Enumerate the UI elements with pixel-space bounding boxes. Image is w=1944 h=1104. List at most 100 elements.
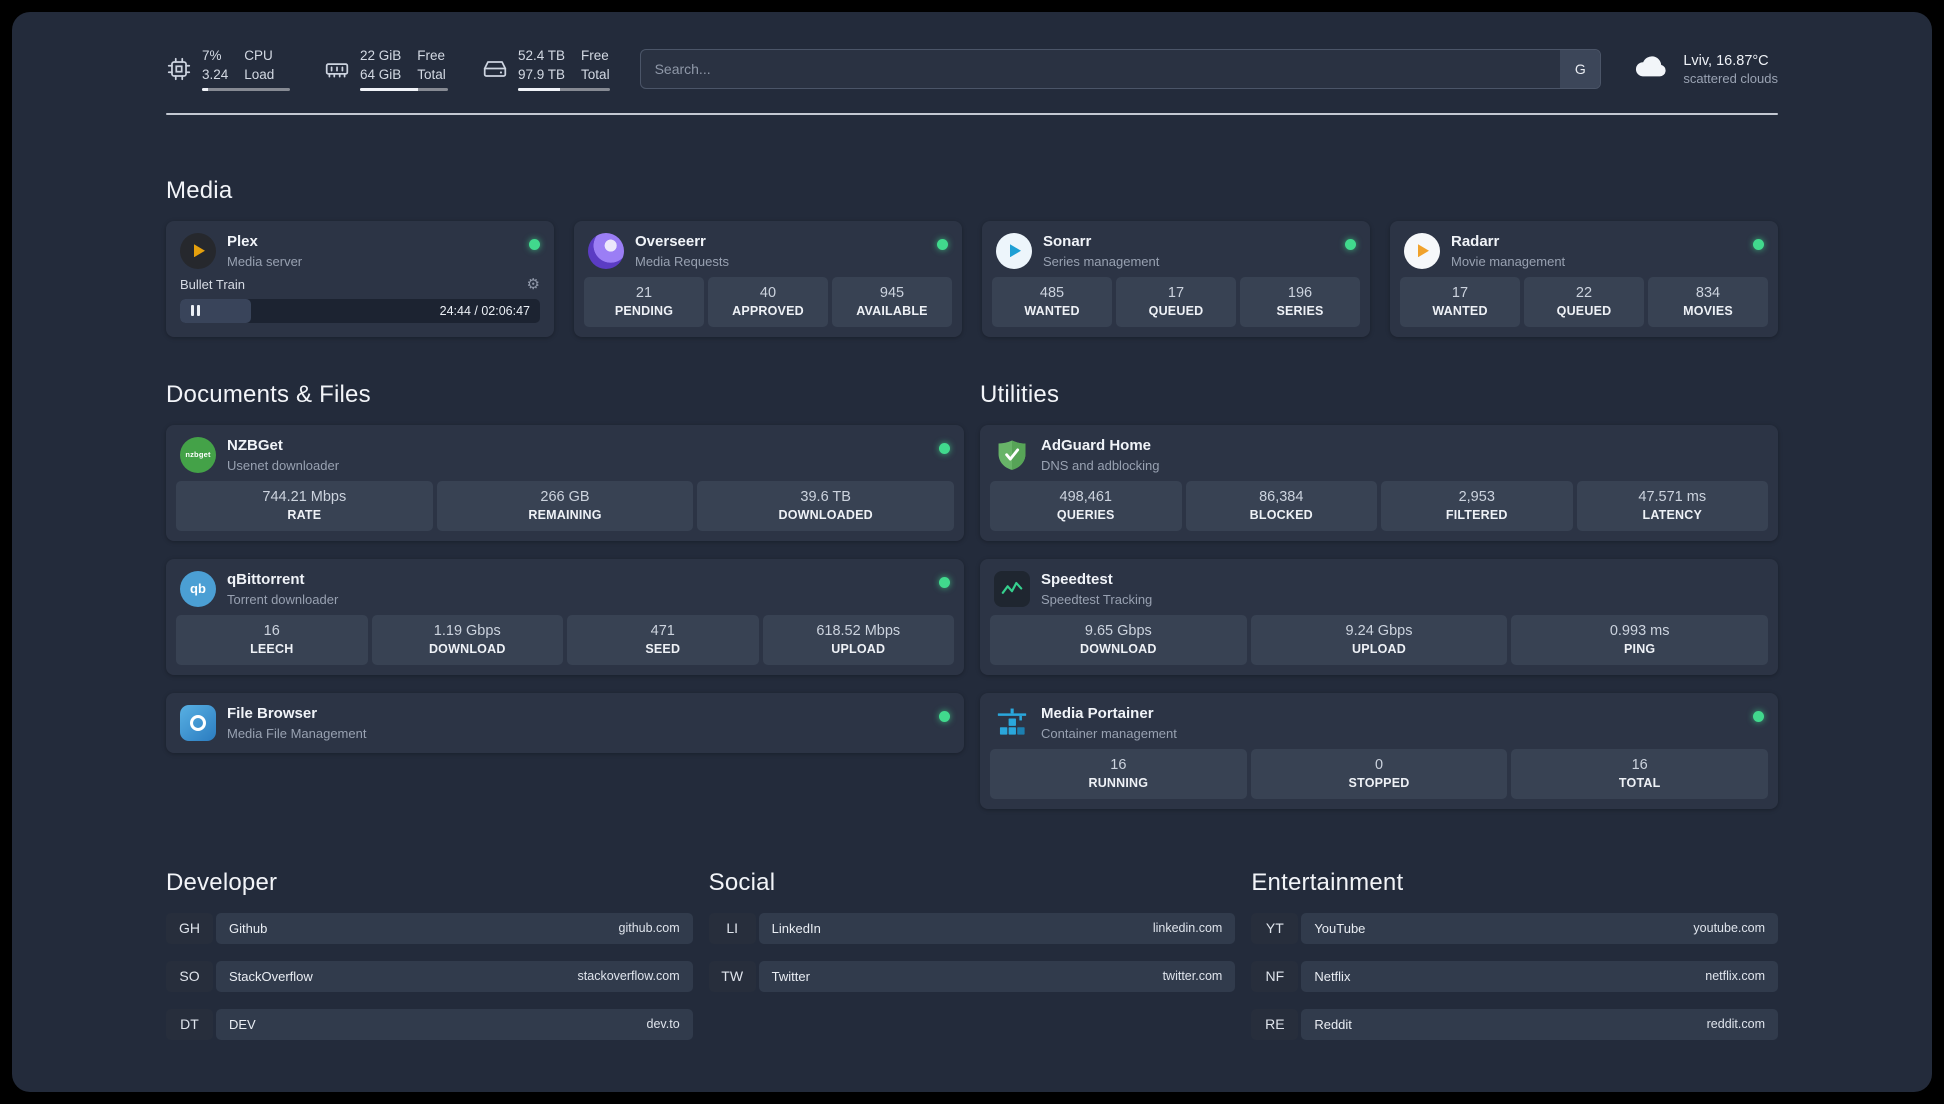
resource-widgets: 7% 3.24 CPU Load (166, 48, 610, 91)
section-title-developer: Developer (166, 868, 278, 896)
bookmark-youtube[interactable]: YT YouTube youtube.com (1251, 912, 1778, 944)
bookmark-github[interactable]: GH Github github.com (166, 912, 693, 944)
bookmark-link[interactable]: YouTube youtube.com (1301, 912, 1778, 944)
portainer-crane-icon (994, 705, 1030, 741)
bookmark-abbr: TW (708, 960, 756, 992)
stat-leech: 16 LEECH (176, 614, 368, 665)
service-name: NZBGet (227, 436, 283, 454)
service-card-filebrowser[interactable]: File Browser Media File Management (166, 692, 964, 753)
service-description: Torrent downloader (227, 591, 339, 607)
bookmark-link[interactable]: LinkedIn linkedin.com (758, 912, 1236, 944)
service-card-radarr[interactable]: Radarr Movie management 17 WANTED 22 QUE… (1390, 220, 1778, 337)
service-description: Speedtest Tracking (1041, 591, 1153, 607)
section-title-entertainment: Entertainment (1251, 868, 1404, 896)
search-bar: G (639, 49, 1602, 90)
service-card-speedtest[interactable]: Speedtest Speedtest Tracking 9.65 Gbps D… (980, 558, 1778, 675)
memory-total-value: 64 GiB (360, 66, 402, 82)
bookmark-abbr: LI (708, 912, 756, 944)
service-description: Media File Management (227, 725, 367, 741)
service-card-portainer[interactable]: Media Portainer Container management 16 … (980, 692, 1778, 809)
service-card-overseerr[interactable]: Overseerr Media Requests 21 PENDING 40 A… (574, 220, 962, 337)
search-provider-button[interactable]: G (1560, 50, 1601, 89)
bookmark-link[interactable]: Reddit reddit.com (1301, 1008, 1778, 1040)
playback-progress-bar[interactable]: 24:44 / 02:06:47 (180, 298, 540, 323)
stat-movies: 834 MOVIES (1648, 276, 1768, 327)
stat-series: 196 SERIES (1240, 276, 1360, 327)
section-title-social: Social (708, 868, 776, 896)
status-online-dot (939, 710, 950, 722)
service-name: Plex (227, 232, 258, 250)
pause-icon[interactable] (191, 305, 200, 317)
bookmark-abbr: SO (166, 960, 213, 992)
section-utilities: Utilities (980, 381, 1778, 809)
service-name: qBittorrent (227, 570, 305, 588)
overseerr-icon (588, 232, 624, 269)
disk-free-value: 52.4 TB (518, 48, 566, 63)
memory-free-value: 22 GiB (360, 48, 402, 63)
bookmark-stackoverflow[interactable]: SO StackOverflow stackoverflow.com (166, 960, 693, 992)
topbar: 7% 3.24 CPU Load (166, 48, 1778, 91)
section-media: Media Plex Media server Bullet Tra (166, 177, 1778, 337)
speedtest-graph-icon (994, 570, 1030, 607)
service-name: Speedtest (1041, 570, 1113, 588)
bookmark-abbr: NF (1251, 960, 1299, 992)
stat-queued: 17 QUEUED (1116, 276, 1236, 327)
stat-total: 16 TOTAL (1511, 748, 1769, 799)
service-name: Radarr (1451, 232, 1500, 250)
disk-total-value: 97.9 TB (518, 66, 566, 82)
stat-stopped: 0 STOPPED (1250, 748, 1508, 799)
service-card-nzbget[interactable]: nzbget NZBGet Usenet downloader 744.21 M… (166, 424, 964, 541)
now-playing-title: Bullet Train (180, 276, 246, 292)
cpu-load-label: Load (244, 66, 275, 82)
section-developer: Developer GH Github github.com SO StackO… (166, 869, 693, 1040)
bookmark-link[interactable]: Netflix netflix.com (1301, 960, 1778, 992)
cpu-percent: 7% (202, 48, 222, 63)
memory-total-label: Total (417, 66, 446, 82)
bookmark-abbr: RE (1251, 1008, 1299, 1040)
stat-seed: 471 SEED (567, 614, 759, 665)
dashboard: 7% 3.24 CPU Load (12, 12, 1932, 1092)
playback-time: 24:44 / 02:06:47 (439, 303, 530, 318)
service-name: File Browser (227, 704, 318, 722)
stat-download: 1.19 Gbps DOWNLOAD (371, 614, 563, 665)
status-online-dot (529, 238, 540, 250)
disk-widget: 52.4 TB 97.9 TB Free Total (482, 48, 610, 91)
service-card-adguard[interactable]: AdGuard Home DNS and adblocking 498,461 … (980, 424, 1778, 541)
service-description: Usenet downloader (227, 457, 340, 473)
service-name: Media Portainer (1041, 704, 1154, 722)
bookmark-abbr: DT (166, 1008, 213, 1040)
qbittorrent-icon: qb (180, 570, 216, 607)
cpu-widget: 7% 3.24 CPU Load (166, 48, 290, 91)
nzbget-icon: nzbget (180, 436, 216, 473)
bookmark-reddit[interactable]: RE Reddit reddit.com (1251, 1008, 1778, 1040)
stat-downloaded: 39.6 TB DOWNLOADED (697, 480, 955, 531)
section-social: Social LI LinkedIn linkedin.com TW Twitt… (708, 868, 1236, 1040)
memory-widget: 22 GiB 64 GiB Free Total (324, 48, 448, 91)
bookmark-dev[interactable]: DT DEV dev.to (166, 1008, 693, 1040)
gear-icon[interactable]: ⚙ (526, 275, 540, 293)
stat-blocked: 86,384 BLOCKED (1185, 480, 1377, 531)
cpu-load-value: 3.24 (202, 66, 229, 82)
status-online-dot (939, 442, 950, 454)
bookmark-link[interactable]: Github github.com (216, 912, 693, 944)
weather-location: Lviv, 16.87°C (1683, 52, 1769, 69)
stat-pending: 21 PENDING (584, 276, 704, 327)
service-card-sonarr[interactable]: Sonarr Series management 485 WANTED 17 Q… (982, 220, 1370, 337)
bookmark-link[interactable]: DEV dev.to (216, 1008, 693, 1040)
weather-widget: Lviv, 16.87°C scattered clouds (1631, 53, 1778, 86)
bookmark-linkedin[interactable]: LI LinkedIn linkedin.com (708, 912, 1236, 944)
bookmark-twitter[interactable]: TW Twitter twitter.com (708, 960, 1236, 992)
memory-free-label: Free (417, 48, 446, 63)
plex-now-playing: Bullet Train ⚙ 24:44 / 02:06:47 (176, 277, 544, 323)
service-description: Series management (1043, 253, 1160, 269)
service-card-plex[interactable]: Plex Media server Bullet Train ⚙ (166, 220, 554, 337)
service-card-qbittorrent[interactable]: qb qBittorrent Torrent downloader 16 LEE… (166, 558, 964, 675)
stat-upload: 9.24 Gbps UPLOAD (1250, 614, 1508, 665)
weather-condition: scattered clouds (1683, 70, 1778, 86)
stat-upload: 618.52 Mbps UPLOAD (762, 614, 954, 665)
bookmark-link[interactable]: StackOverflow stackoverflow.com (216, 960, 693, 992)
bookmark-netflix[interactable]: NF Netflix netflix.com (1251, 960, 1778, 992)
service-name: Overseerr (635, 232, 706, 250)
search-input[interactable] (639, 49, 1602, 90)
bookmark-link[interactable]: Twitter twitter.com (758, 960, 1236, 992)
